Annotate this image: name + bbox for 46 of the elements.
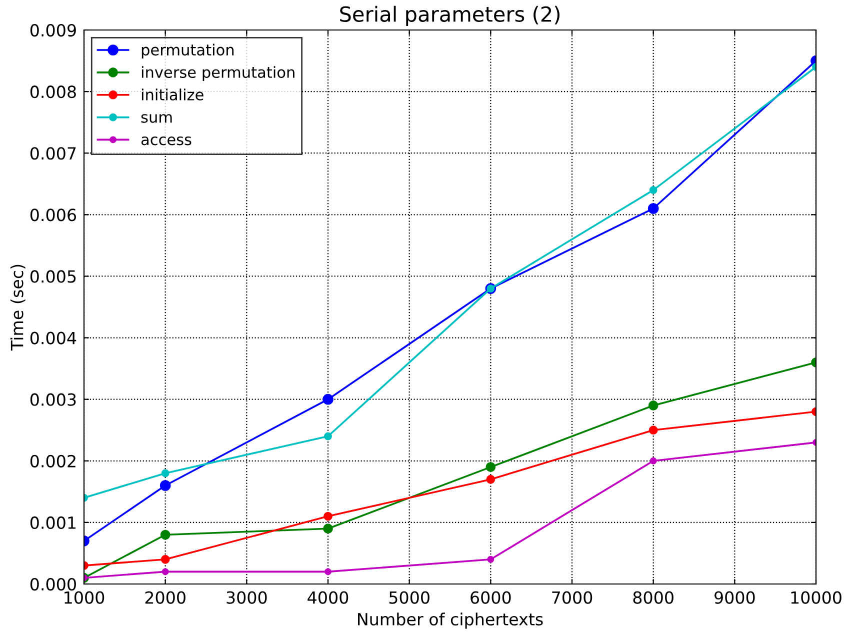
y-tick-label: 0.004: [30, 332, 76, 344]
point: [649, 186, 658, 194]
x-tick-label: 7000: [552, 591, 592, 604]
x-tick-label: 1000: [64, 591, 104, 604]
point: [648, 400, 658, 410]
y-tick-label: 0.006: [30, 208, 76, 222]
x-tick-label: 2000: [145, 591, 186, 604]
y-tick-label: 0.001: [30, 516, 76, 530]
point: [324, 512, 332, 521]
y-tick-label: 0.002: [30, 454, 76, 468]
point: [161, 469, 170, 478]
y-axis-title: Time (sec): [10, 264, 26, 351]
legend-label: access: [141, 136, 192, 146]
legend-label: initialize: [142, 88, 204, 100]
point: [487, 556, 494, 563]
point: [160, 530, 170, 540]
point: [324, 568, 332, 576]
point: [160, 554, 170, 564]
y-tick-label: 0.000: [30, 578, 76, 591]
point: [162, 568, 169, 576]
x-axis-title: Number of ciphertexts: [358, 612, 543, 629]
point: [322, 394, 334, 405]
point: [486, 474, 496, 484]
point: [324, 432, 332, 440]
y-tick-label: 0.007: [30, 147, 76, 160]
x-tick-label: 9000: [714, 591, 755, 604]
x-tick-label: 4000: [308, 591, 348, 604]
x-tick-label: 10000: [791, 591, 842, 604]
x-tick-label: 6000: [470, 591, 511, 604]
x-tick-label: 5000: [389, 591, 430, 604]
point: [160, 480, 171, 491]
legend-label: inverse permutation: [142, 66, 294, 81]
point: [648, 426, 658, 435]
x-tick-label: 3000: [226, 591, 267, 604]
y-tick-label: 0.005: [30, 270, 76, 283]
y-tick-label: 0.009: [30, 24, 76, 37]
point: [486, 462, 496, 472]
legend-label: sum: [141, 114, 172, 123]
y-tick-label: 0.003: [30, 393, 76, 406]
point: [323, 524, 333, 534]
legend-label: permutation: [142, 44, 234, 59]
point: [648, 203, 659, 214]
y-tick-label: 0.008: [30, 86, 76, 98]
chart-title: Serial parameters (2): [340, 6, 560, 26]
point: [650, 457, 657, 464]
x-tick-label: 8000: [633, 591, 674, 604]
